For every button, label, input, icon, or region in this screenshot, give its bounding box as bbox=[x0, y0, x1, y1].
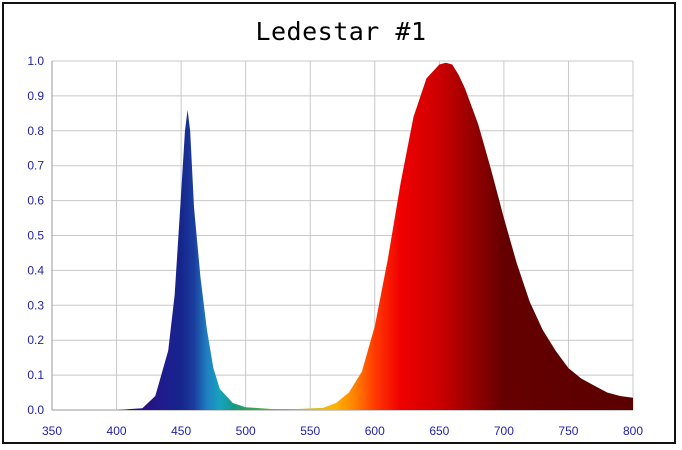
y-tick-label: 0.1 bbox=[27, 368, 44, 382]
x-tick-label: 500 bbox=[236, 424, 256, 438]
x-tick-label: 450 bbox=[171, 424, 191, 438]
x-tick-label: 750 bbox=[558, 424, 578, 438]
y-tick-label: 0.3 bbox=[27, 298, 44, 312]
y-tick-label: 0.5 bbox=[27, 229, 44, 243]
x-tick-label: 600 bbox=[365, 424, 385, 438]
x-tick-label: 400 bbox=[107, 424, 127, 438]
x-tick-label: 800 bbox=[623, 424, 643, 438]
y-tick-label: 0.9 bbox=[27, 89, 44, 103]
x-tick-label: 350 bbox=[42, 424, 62, 438]
y-tick-label: 0.6 bbox=[27, 194, 44, 208]
x-tick-label: 650 bbox=[429, 424, 449, 438]
x-tick-label: 550 bbox=[300, 424, 320, 438]
x-tick-label: 700 bbox=[494, 424, 514, 438]
y-tick-label: 0.2 bbox=[27, 333, 44, 347]
spectrum-area bbox=[52, 62, 633, 410]
y-tick-label: 0.0 bbox=[27, 403, 44, 417]
y-tick-label: 0.8 bbox=[27, 124, 44, 138]
y-tick-label: 1.0 bbox=[27, 54, 44, 68]
y-tick-label: 0.4 bbox=[27, 263, 44, 277]
chart-title: Ledestar #1 bbox=[255, 17, 427, 46]
axes: 0.0 0.1 0.2 0.3 0.4 0.5 0.6 0.7 0.8 0.9 1.0 350 400 4… bbox=[27, 54, 643, 438]
y-tick-label: 0.7 bbox=[27, 159, 44, 173]
